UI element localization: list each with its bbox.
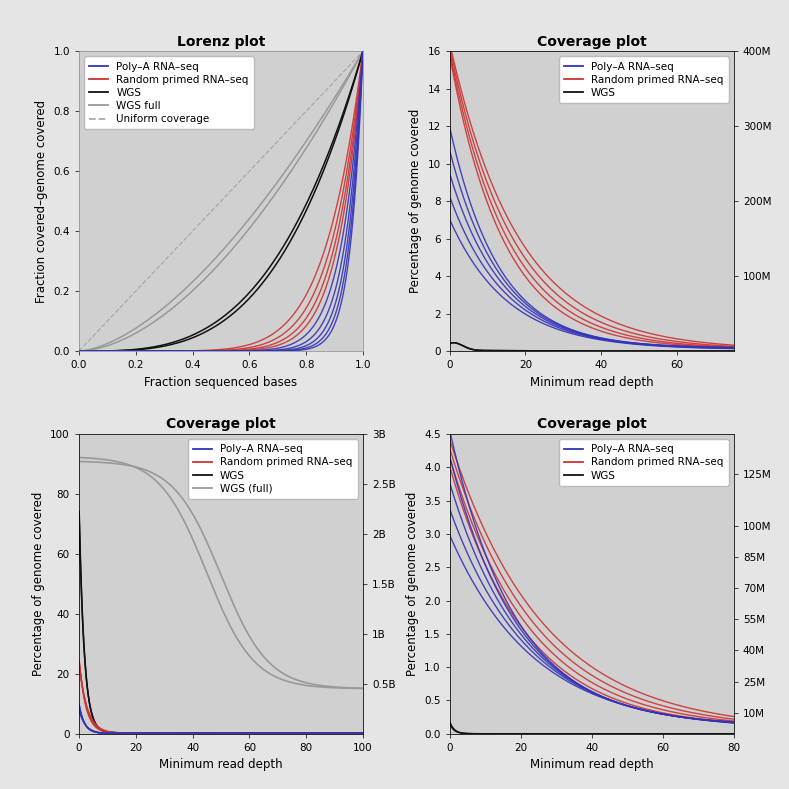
Legend: Poly–A RNA–seq, Random primed RNA–seq, WGS: Poly–A RNA–seq, Random primed RNA–seq, W… xyxy=(559,57,728,103)
Title: Coverage plot: Coverage plot xyxy=(537,35,647,49)
Y-axis label: Fraction covered–genome covered: Fraction covered–genome covered xyxy=(35,99,48,303)
Y-axis label: Percentage of genome covered: Percentage of genome covered xyxy=(32,492,45,676)
Legend: Poly–A RNA–seq, Random primed RNA–seq, WGS, WGS full, Uniform coverage: Poly–A RNA–seq, Random primed RNA–seq, W… xyxy=(84,57,254,129)
Y-axis label: Percentage of genome covered: Percentage of genome covered xyxy=(406,492,418,676)
Title: Coverage plot: Coverage plot xyxy=(166,417,276,432)
Y-axis label: Percentage of genome covered: Percentage of genome covered xyxy=(409,109,422,294)
Title: Coverage plot: Coverage plot xyxy=(537,417,647,432)
Legend: Poly–A RNA–seq, Random primed RNA–seq, WGS: Poly–A RNA–seq, Random primed RNA–seq, W… xyxy=(559,439,728,486)
Title: Lorenz plot: Lorenz plot xyxy=(177,35,265,49)
X-axis label: Minimum read depth: Minimum read depth xyxy=(159,758,282,772)
X-axis label: Minimum read depth: Minimum read depth xyxy=(530,758,653,772)
X-axis label: Minimum read depth: Minimum read depth xyxy=(530,376,653,389)
X-axis label: Fraction sequenced bases: Fraction sequenced bases xyxy=(144,376,297,389)
Legend: Poly–A RNA–seq, Random primed RNA–seq, WGS, WGS (full): Poly–A RNA–seq, Random primed RNA–seq, W… xyxy=(188,439,357,499)
